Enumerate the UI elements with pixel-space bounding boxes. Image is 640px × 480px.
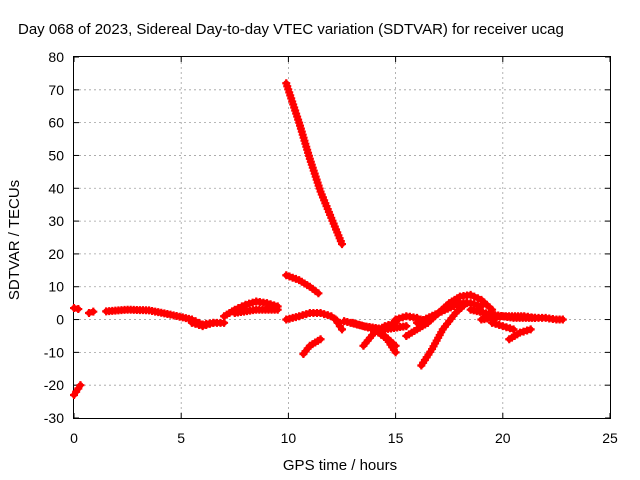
y-tick-label: 0 xyxy=(56,312,64,328)
data-series xyxy=(70,79,567,400)
x-tick-label: 10 xyxy=(281,430,297,446)
y-tick-label: 30 xyxy=(48,213,64,229)
series-s9 xyxy=(282,271,323,298)
x-tick-label: 5 xyxy=(177,430,185,446)
y-tick-label: 60 xyxy=(48,115,64,131)
data-point-marker xyxy=(89,307,98,316)
series-s11 xyxy=(299,335,325,359)
y-axis-label: SDTVAR / TECUs xyxy=(6,180,23,300)
data-point-marker xyxy=(338,240,346,249)
x-tick-label: 0 xyxy=(70,430,78,446)
data-point-marker xyxy=(316,335,325,344)
series-s22 xyxy=(477,312,539,324)
series-s23 xyxy=(488,318,518,334)
x-tick-label: 25 xyxy=(602,430,618,446)
series-s2 xyxy=(70,304,83,314)
chart-title: Day 068 of 2023, Sidereal Day-to-day VTE… xyxy=(18,21,564,38)
x-axis-label: GPS time / hours xyxy=(283,457,397,474)
data-point-marker xyxy=(85,308,94,317)
y-tick-label: 40 xyxy=(48,180,64,196)
series-s3 xyxy=(85,307,98,317)
series-s20 xyxy=(413,299,486,327)
data-point-marker xyxy=(273,305,282,314)
y-tick-label: 50 xyxy=(48,147,64,163)
y-tick-label: -20 xyxy=(44,377,64,393)
series-s7 xyxy=(230,305,282,317)
data-point-marker xyxy=(526,325,535,334)
data-point-marker xyxy=(76,381,85,390)
data-point-marker xyxy=(558,315,567,324)
y-tick-label: -30 xyxy=(44,410,64,426)
series-s24 xyxy=(505,325,535,344)
series-s25 xyxy=(530,313,567,324)
data-point-marker xyxy=(314,289,323,298)
data-point-marker xyxy=(391,348,400,357)
y-tick-label: 70 xyxy=(48,82,64,98)
plot-frame xyxy=(73,56,611,419)
data-point-marker xyxy=(402,322,411,331)
data-point-marker xyxy=(338,325,346,334)
series-s5 xyxy=(187,318,229,331)
y-tick-label: 10 xyxy=(48,279,64,295)
series-s16 xyxy=(374,328,400,357)
x-tick-label: 15 xyxy=(388,430,404,446)
series-s1 xyxy=(70,381,85,400)
data-point-marker xyxy=(74,305,83,314)
y-tick-label: -10 xyxy=(44,344,64,360)
x-tick-label: 20 xyxy=(495,430,511,446)
axis-ticks: -30 -20 -10 0 10 20 30 40 50 60 70 80 0 5 10 15 20 25 xyxy=(44,49,618,446)
series-s12 xyxy=(331,315,346,334)
y-tick-label: 20 xyxy=(48,246,64,262)
y-tick-label: 80 xyxy=(48,49,64,65)
series-s8 xyxy=(282,79,346,249)
